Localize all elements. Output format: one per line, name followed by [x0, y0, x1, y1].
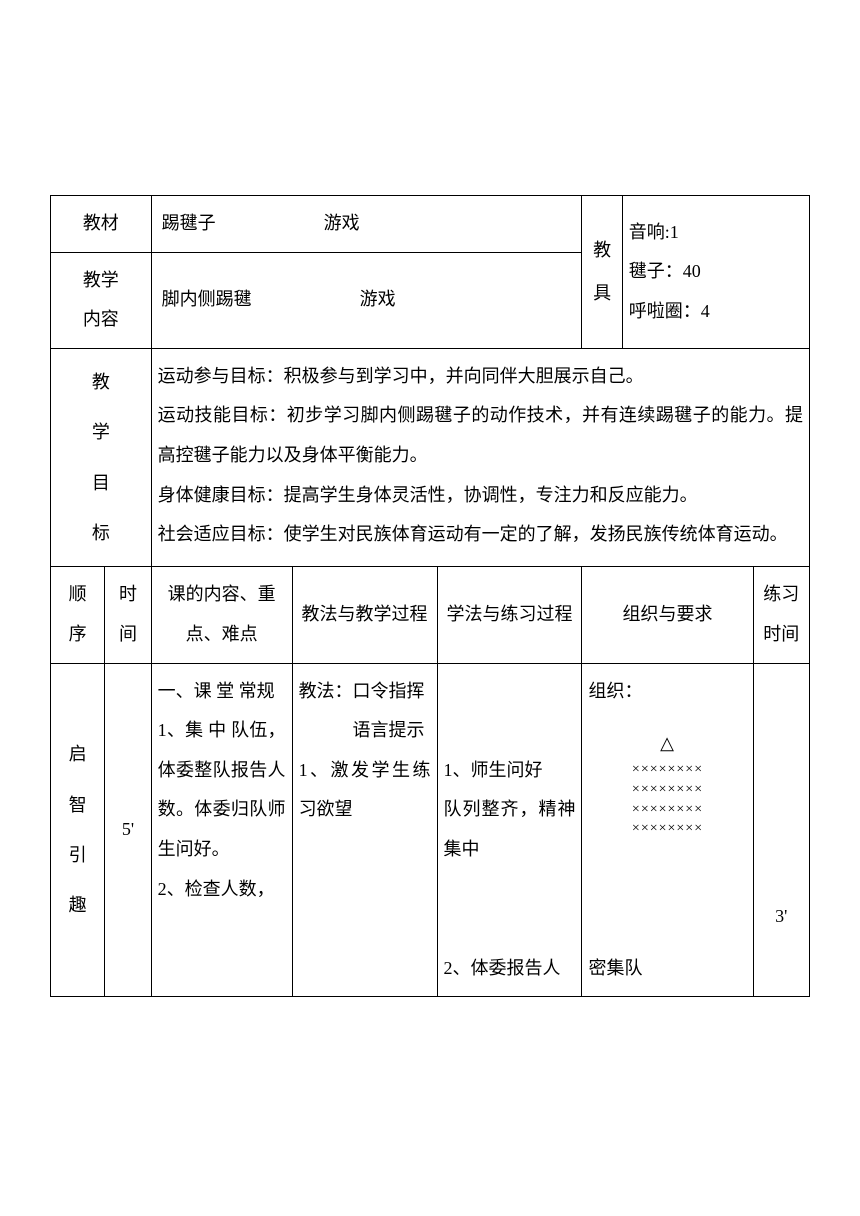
order-c4: 趣 [57, 880, 98, 930]
body-practice: 1、师生问好 队列整齐，精神集中 2、体委报告人 [437, 663, 582, 997]
student-row-2: ×××××××× [588, 780, 746, 800]
row-material: 教材 踢毽子 游戏 教具 音响:1 毽子：40 呼啦圈：4 [51, 196, 810, 253]
label-teaching-content: 教学 内容 [51, 252, 152, 348]
goal-line4: 社会适应目标：使学生对民族体育运动有一定的了解，发扬民族传统体育运动。 [158, 515, 803, 555]
student-row-3: ×××××××× [588, 800, 746, 820]
label-tools: 教具 [582, 196, 622, 349]
practice-top: 1、师生问好 队列整齐，精神集中 [444, 751, 576, 870]
body-method: 教法：口令指挥 语言提示 1、激发学生练习欲望 [292, 663, 437, 997]
body-order: 启 智 引 趣 [51, 663, 105, 997]
label-goals: 教 学 目 标 [51, 348, 152, 567]
student-row-1: ×××××××× [588, 760, 746, 780]
row-body: 启 智 引 趣 5' 一、课 堂 常规 1、集 中 队伍，体委整队报告人数。体委… [51, 663, 810, 997]
header-method: 教法与教学过程 [292, 567, 437, 663]
tools-char1: 教具 [593, 240, 611, 303]
header-practice: 学法与练习过程 [437, 567, 582, 663]
goal-char3: 目 [57, 458, 145, 508]
goal-line3: 身体健康目标：提高学生身体灵活性，协调性，专注力和反应能力。 [158, 476, 803, 516]
content-teaching: 脚内侧踢毽 游戏 [151, 252, 582, 348]
tc-line1: 教学 [57, 261, 145, 301]
body-content: 一、课 堂 常规 1、集 中 队伍，体委整队报告人数。体委归队师生问好。 2、检… [151, 663, 292, 997]
goal-char2: 学 [57, 407, 145, 457]
tool-line3: 呼啦圈：4 [629, 292, 803, 332]
tool-line2: 毽子：40 [629, 252, 803, 292]
header-ptime: 练习时间 [753, 567, 809, 663]
order-c2: 智 [57, 780, 98, 830]
formation-diagram: △ ×××××××× ×××××××× ×××××××× ×××××××× [588, 731, 746, 839]
goals-content: 运动参与目标：积极参与到学习中，并向同伴大胆展示自己。 运动技能目标：初步学习脚… [151, 348, 809, 567]
row-headers: 顺序 时间 课的内容、重点、难点 教法与教学过程 学法与练习过程 组织与要求 练… [51, 567, 810, 663]
order-c3: 引 [57, 830, 98, 880]
goal-char1: 教 [57, 357, 145, 407]
org-footer: 密集队 [588, 949, 642, 989]
tc-line2: 内容 [57, 300, 145, 340]
goal-line1: 运动参与目标：积极参与到学习中，并向同伴大胆展示自己。 [158, 357, 803, 397]
header-content: 课的内容、重点、难点 [151, 567, 292, 663]
lesson-plan-table: 教材 踢毽子 游戏 教具 音响:1 毽子：40 呼啦圈：4 教学 内容 脚内侧踢… [50, 195, 810, 997]
label-material: 教材 [51, 196, 152, 253]
row-goals: 教 学 目 标 运动参与目标：积极参与到学习中，并向同伴大胆展示自己。 运动技能… [51, 348, 810, 567]
tool-line1: 音响:1 [629, 213, 803, 253]
ptime-value: 3' [754, 897, 809, 937]
order-c1: 启 [57, 729, 98, 779]
header-time: 时间 [105, 567, 151, 663]
teacher-triangle-icon: △ [588, 731, 746, 756]
body-ptime: 3' [753, 663, 809, 997]
practice-bottom: 2、体委报告人 [444, 949, 576, 989]
goal-char4: 标 [57, 508, 145, 558]
body-time: 5' [105, 663, 151, 997]
student-row-4: ×××××××× [588, 819, 746, 839]
header-order: 顺序 [51, 567, 105, 663]
header-org: 组织与要求 [582, 567, 753, 663]
content-material: 踢毽子 游戏 [151, 196, 582, 253]
tools-content: 音响:1 毽子：40 呼啦圈：4 [622, 196, 809, 349]
org-header: 组织： [588, 672, 746, 712]
body-org: 组织： △ ×××××××× ×××××××× ×××××××× ×××××××… [582, 663, 753, 997]
goal-line2: 运动技能目标：初步学习脚内侧踢毽子的动作技术，并有连续踢毽子的能力。提高控毽子能… [158, 396, 803, 475]
